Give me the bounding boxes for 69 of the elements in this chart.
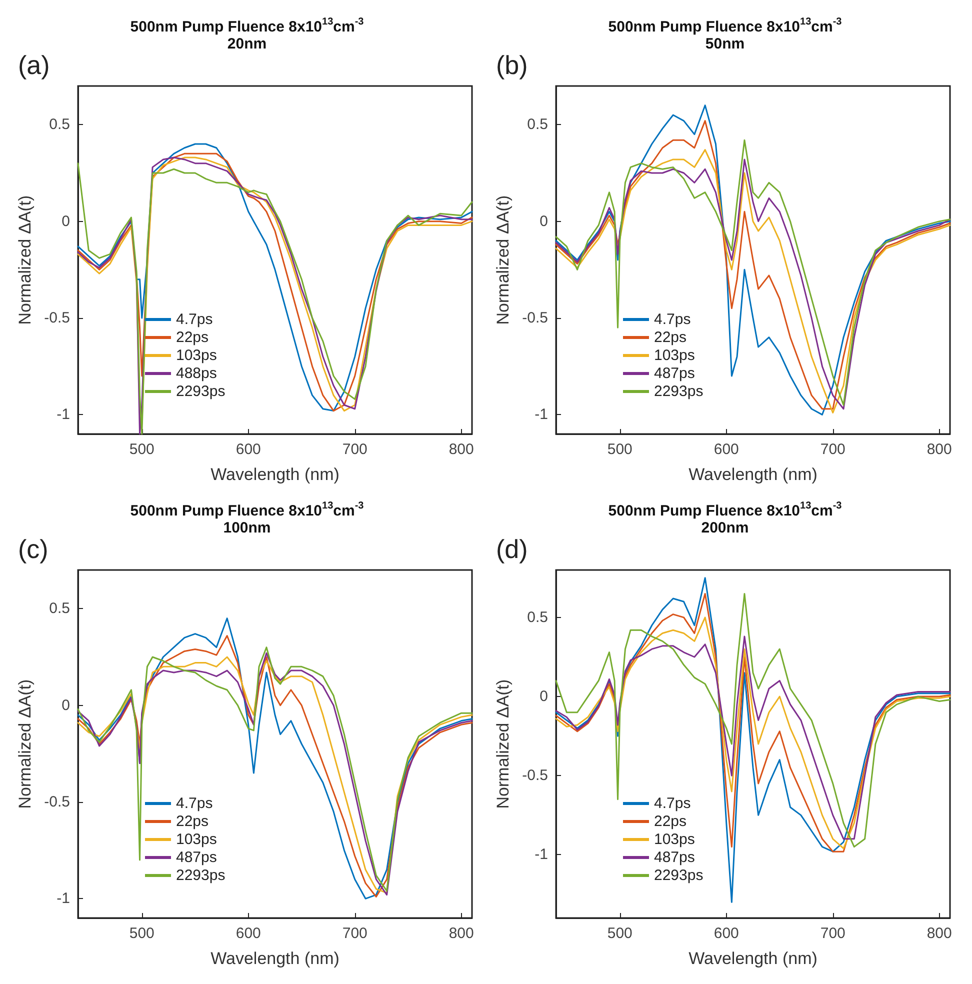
text: (c): [18, 534, 48, 564]
legend-label: 103ps: [654, 347, 695, 364]
x-axis-title: Wavelength (nm): [210, 949, 340, 968]
x-tick-label: 700: [342, 441, 368, 458]
legend-label: 487ps: [654, 849, 695, 866]
chart-subtitle: 200nm: [701, 520, 749, 536]
legend-label: 4.7ps: [176, 311, 213, 328]
line-series: [555, 577, 951, 903]
y-tick-label: 0: [540, 212, 548, 230]
chart-subtitle: 50nm: [705, 36, 745, 52]
legend-label: 4.7ps: [654, 795, 691, 812]
x-tick-label: 600: [236, 925, 261, 942]
x-tick-label: 500: [129, 441, 154, 458]
y-tick-label: 0: [540, 688, 548, 706]
x-tick-label: 800: [926, 441, 952, 458]
y-tick-label: -1: [534, 846, 548, 864]
text: (a): [18, 50, 50, 80]
legend-label: 4.7ps: [654, 311, 691, 328]
x-tick-label: 800: [448, 925, 474, 942]
legend-label: 103ps: [176, 831, 217, 848]
legend-label: 103ps: [176, 347, 217, 364]
x-tick-label: 600: [714, 441, 739, 458]
x-tick-label: 800: [448, 441, 474, 458]
y-tick-label: -0.5: [522, 310, 548, 326]
x-axis-title: Wavelength (nm): [688, 949, 818, 968]
x-tick-label: 500: [607, 925, 632, 942]
y-axis-title: Normalized ΔA(t): [493, 195, 512, 325]
y-tick-label: -1: [56, 406, 70, 424]
y-tick-label: 0.5: [49, 600, 70, 618]
legend-label: 22ps: [654, 813, 687, 830]
y-axis-title: Normalized ΔA(t): [15, 679, 34, 809]
y-tick-label: -0.5: [44, 310, 70, 326]
text: (b): [496, 50, 528, 80]
y-tick-label: -0.5: [44, 794, 70, 810]
legend-label: 2293ps: [176, 383, 226, 400]
x-tick-label: 600: [714, 925, 739, 942]
y-tick-label: 0: [62, 212, 70, 230]
x-tick-label: 800: [926, 925, 952, 942]
legend-label: 2293ps: [176, 867, 226, 884]
y-tick-label: 0: [62, 696, 70, 714]
x-tick-label: 500: [129, 925, 154, 942]
x-tick-label: 700: [820, 925, 846, 942]
x-tick-label: 500: [607, 441, 632, 458]
legend-label: 103ps: [654, 831, 695, 848]
legend-label: 2293ps: [654, 867, 704, 884]
x-axis-title: Wavelength (nm): [688, 465, 818, 484]
legend-label: 487ps: [654, 365, 695, 382]
x-tick-label: 600: [236, 441, 261, 458]
y-tick-label: -1: [534, 406, 548, 424]
y-tick-label: 0.5: [49, 116, 70, 134]
text: (d): [496, 534, 528, 564]
y-tick-label: -0.5: [522, 767, 548, 784]
legend-label: 22ps: [654, 329, 687, 346]
y-axis-title: Normalized ΔA(t): [493, 679, 512, 809]
x-axis-title: Wavelength (nm): [210, 465, 340, 484]
legend-label: 488ps: [176, 365, 217, 382]
y-axis-title: Normalized ΔA(t): [15, 195, 34, 325]
legend-label: 2293ps: [654, 383, 704, 400]
legend-label: 22ps: [176, 329, 209, 346]
y-tick-label: -1: [56, 890, 70, 908]
chart-subtitle: 20nm: [227, 36, 267, 52]
legend-label: 487ps: [176, 849, 217, 866]
chart-subtitle: 100nm: [223, 520, 271, 536]
legend-label: 22ps: [176, 813, 209, 830]
legend-label: 4.7ps: [176, 795, 213, 812]
y-tick-label: 0.5: [527, 608, 548, 626]
y-tick-label: 0.5: [527, 116, 548, 134]
x-tick-label: 700: [342, 925, 368, 942]
x-tick-label: 700: [820, 441, 846, 458]
